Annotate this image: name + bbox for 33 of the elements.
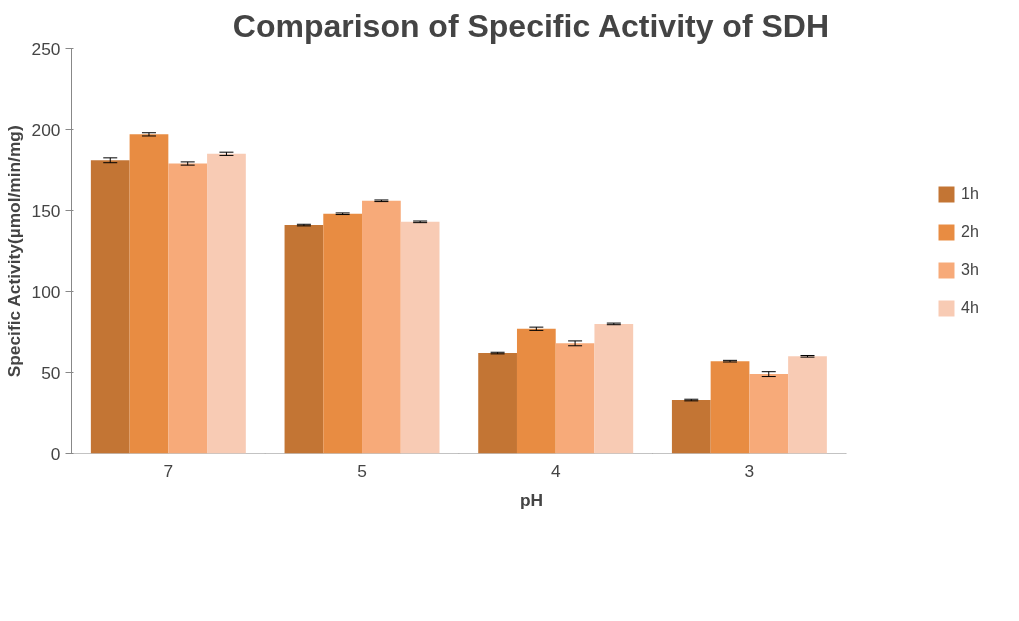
- x-axis-title: pH: [519, 489, 544, 510]
- y-tick-label: 250: [31, 38, 61, 59]
- legend-label: 4h: [961, 298, 980, 317]
- x-tick-label: 3: [744, 460, 755, 481]
- y-axis-title: Specific Activity(µmol/min/mg): [3, 125, 24, 378]
- x-tick-label: 7: [163, 460, 174, 481]
- bar: [129, 134, 169, 454]
- bar: [207, 153, 246, 454]
- y-tick-label: 50: [41, 362, 61, 383]
- bar: [516, 328, 556, 454]
- bar: [90, 160, 130, 454]
- x-tick-label: 5: [357, 460, 367, 481]
- legend-label: 2h: [961, 222, 980, 241]
- legend-label: 3h: [961, 260, 980, 279]
- bar: [400, 221, 440, 454]
- bar: [671, 400, 711, 454]
- y-tick-label: 100: [31, 281, 61, 302]
- chart-title: Comparison of Specific Activity of SDH: [232, 7, 830, 44]
- y-tick-label: 200: [31, 119, 61, 140]
- bar: [323, 213, 363, 454]
- bar: [362, 200, 401, 454]
- legend-label: 1h: [961, 184, 980, 203]
- y-tick-label: 150: [31, 200, 61, 221]
- bar: [168, 163, 208, 454]
- bar: [749, 374, 789, 454]
- x-tick-label: 4: [550, 460, 561, 481]
- bar: [284, 225, 324, 454]
- bar: [478, 353, 517, 454]
- y-tick-label: 0: [50, 443, 61, 464]
- bar: [555, 343, 595, 454]
- bar: [710, 361, 750, 454]
- bar: [788, 356, 827, 454]
- bar: [594, 323, 634, 454]
